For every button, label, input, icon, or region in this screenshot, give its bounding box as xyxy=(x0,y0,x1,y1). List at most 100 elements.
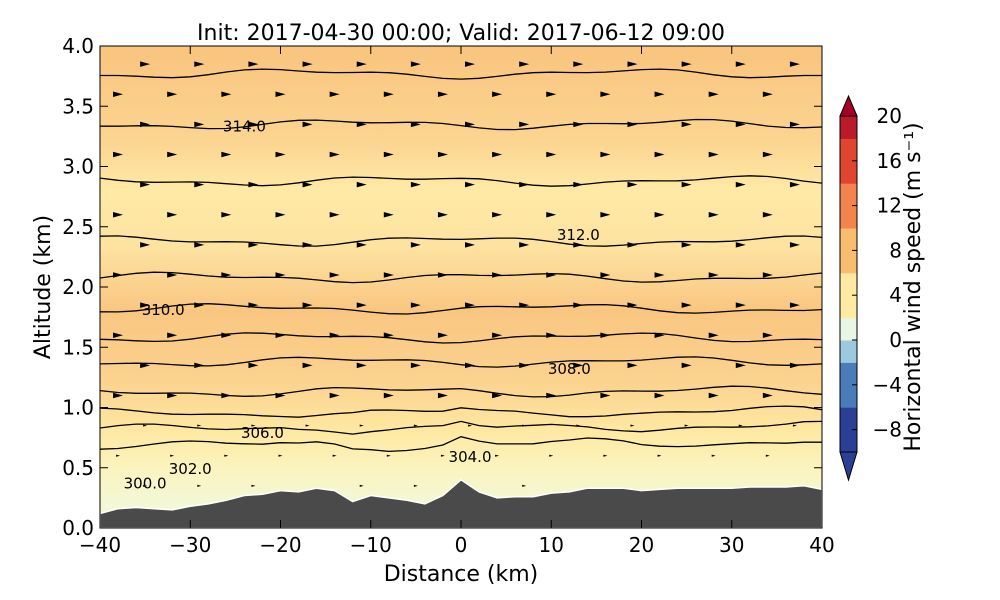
wind-vector xyxy=(410,121,421,128)
wind-vector xyxy=(792,424,797,427)
colorbar-segment xyxy=(840,384,857,397)
colorbar-segment xyxy=(840,116,857,128)
x-tick-label: 40 xyxy=(809,533,834,557)
wind-vector xyxy=(197,484,202,487)
wind-vector xyxy=(359,424,364,427)
y-axis-label: Altitude (km) xyxy=(31,215,56,359)
contour-line xyxy=(100,271,822,284)
wind-vector xyxy=(600,91,611,97)
wind-vector xyxy=(113,211,124,218)
wind-vector xyxy=(437,272,448,278)
colorbar-segment xyxy=(840,149,857,162)
contour-line xyxy=(100,235,822,247)
wind-vector xyxy=(275,91,286,97)
wind-vector xyxy=(573,362,584,369)
wind-vector xyxy=(302,302,313,308)
colorbar-tick-label: 12 xyxy=(877,194,902,218)
wind-vector xyxy=(359,484,364,487)
x-tick-label: −30 xyxy=(169,533,211,557)
wind-vector xyxy=(248,362,259,369)
wind-vector xyxy=(708,272,719,278)
wind-vector xyxy=(762,392,773,399)
wind-vector xyxy=(275,211,286,218)
wind-vector xyxy=(603,454,608,457)
wind-vector xyxy=(654,272,665,278)
colorbar-tick-label: 16 xyxy=(877,149,902,173)
wind-vector xyxy=(681,302,692,308)
x-tick-label: 20 xyxy=(629,533,654,557)
x-tick-label: 10 xyxy=(539,533,564,557)
wind-vector xyxy=(465,302,476,308)
wind-vector xyxy=(735,302,746,308)
colorbar-tick-label: −4 xyxy=(873,373,902,397)
wind-vector xyxy=(302,181,313,188)
wind-vector xyxy=(251,424,256,427)
wind-vector xyxy=(140,242,151,248)
colorbar-segment xyxy=(840,160,857,173)
wind-vector xyxy=(116,454,121,457)
contour-label: 304.0 xyxy=(449,448,492,466)
wind-vector xyxy=(765,454,770,457)
contour-line xyxy=(100,420,822,435)
wind-vector xyxy=(410,181,421,188)
y-tick-label: 0.0 xyxy=(62,516,94,540)
wind-vector xyxy=(194,61,205,67)
wind-vector xyxy=(221,151,232,158)
wind-vector xyxy=(437,392,448,399)
wind-vector xyxy=(356,121,367,128)
wind-vector xyxy=(194,362,205,369)
wind-vector xyxy=(140,302,151,308)
wind-vector xyxy=(708,392,719,399)
y-tick-label: 3.0 xyxy=(62,155,94,179)
wind-vector xyxy=(248,181,259,188)
wind-vector xyxy=(627,61,638,67)
contour-label: 310.0 xyxy=(142,301,185,319)
wind-vector xyxy=(735,242,746,248)
y-tick-label: 0.5 xyxy=(62,456,94,480)
wind-vector xyxy=(356,302,367,308)
colorbar-segment xyxy=(840,440,857,453)
wind-vector xyxy=(248,242,259,248)
colorbar-segment xyxy=(840,239,857,251)
y-tick-label: 3.5 xyxy=(62,94,94,118)
wind-vector xyxy=(519,362,530,369)
wind-vector xyxy=(735,362,746,369)
wind-vector xyxy=(224,454,229,457)
colorbar-segment xyxy=(840,272,857,285)
wind-vector xyxy=(492,151,503,158)
wind-vector xyxy=(627,181,638,188)
wind-vector xyxy=(356,362,367,369)
wind-vector xyxy=(143,484,148,487)
wind-vectors xyxy=(113,61,800,487)
wind-vector xyxy=(386,454,391,457)
colorbar-segment xyxy=(840,261,857,274)
contour-label: 308.0 xyxy=(548,360,591,378)
wind-vector xyxy=(140,61,151,67)
colorbar-segment xyxy=(840,228,857,240)
wind-vector xyxy=(251,484,256,487)
wind-vector xyxy=(413,484,418,487)
colorbar-segment xyxy=(840,328,857,341)
wind-vector xyxy=(519,121,530,128)
wind-vector xyxy=(762,211,773,218)
wind-vector xyxy=(275,332,286,338)
wind-vector xyxy=(278,454,283,457)
wind-vector xyxy=(329,151,340,158)
wind-vector xyxy=(549,454,554,457)
wind-vector xyxy=(492,272,503,278)
wind-vector xyxy=(546,272,557,278)
wind-vector xyxy=(654,91,665,97)
contour-line xyxy=(100,405,822,418)
wind-vector xyxy=(465,181,476,188)
colorbar-segment xyxy=(840,418,857,431)
colorbar-segment xyxy=(840,172,857,184)
x-tick-label: −40 xyxy=(79,533,121,557)
contour-label: 314.0 xyxy=(223,118,266,136)
y-tick-label: 1.0 xyxy=(62,396,94,420)
wind-vector xyxy=(113,272,124,278)
wind-vector xyxy=(410,61,421,67)
wind-vector xyxy=(708,151,719,158)
x-axis-label: Distance (km) xyxy=(384,562,539,587)
